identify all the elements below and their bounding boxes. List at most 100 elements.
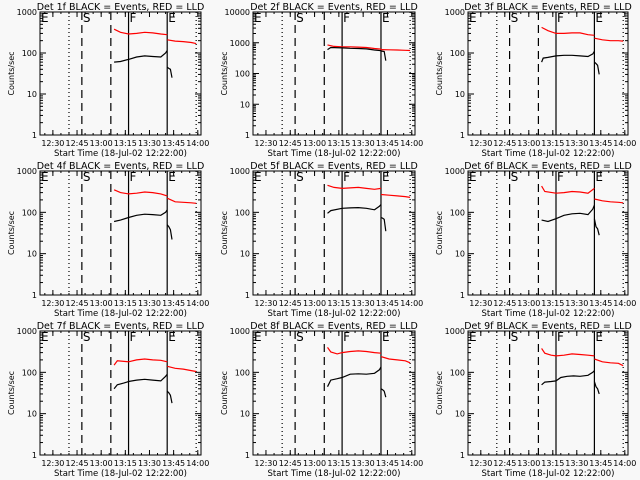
y-tick-label: 1 xyxy=(460,131,465,140)
y-tick-label: 100 xyxy=(450,208,465,217)
x-axis-label: Start Time (18-Jul-02 12:22:00) xyxy=(268,309,401,319)
x-tick-label: 14:00 xyxy=(613,459,636,468)
series-events xyxy=(593,381,600,395)
x-tick-label: 12:30 xyxy=(254,459,277,468)
x-tick-label: 13:30 xyxy=(352,299,375,308)
y-tick-label: 10 xyxy=(455,90,465,99)
y-tick-label: 1 xyxy=(460,291,465,300)
x-tick-label: 13:30 xyxy=(138,299,161,308)
y-tick-label: 1 xyxy=(245,131,250,140)
y-tick-label: 1000 xyxy=(230,327,250,336)
series-lld xyxy=(327,184,382,190)
marker-letter: E xyxy=(382,170,390,184)
x-axis-label: Start Time (18-Jul-02 12:22:00) xyxy=(482,149,615,159)
y-tick-label: 10 xyxy=(27,250,37,259)
y-tick-label: 100 xyxy=(235,70,250,79)
marker-letter: S xyxy=(83,170,91,184)
x-tick-label: 12:45 xyxy=(279,139,302,148)
series-lld xyxy=(594,198,624,204)
x-axis-label: Start Time (18-Jul-02 12:22:00) xyxy=(482,469,615,479)
x-tick-label: 13:15 xyxy=(541,299,564,308)
series-events xyxy=(113,209,168,223)
marker-letter: S xyxy=(511,170,519,184)
y-tick-label: 10 xyxy=(27,410,37,419)
x-tick-label: 14:00 xyxy=(186,139,209,148)
x-tick-label: 12:45 xyxy=(493,139,516,148)
x-tick-label: 13:45 xyxy=(162,459,185,468)
y-tick-label: 1 xyxy=(32,291,37,300)
marker-letter: S xyxy=(511,330,519,344)
x-tick-label: 14:00 xyxy=(400,139,423,148)
marker-letter: E xyxy=(254,170,262,184)
marker-letter: E xyxy=(382,11,390,25)
x-tick-label: 13:15 xyxy=(541,459,564,468)
marker-letter: E xyxy=(469,11,477,25)
marker-letter: E xyxy=(254,11,262,25)
y-axis-label: Counts/sec xyxy=(7,51,16,95)
series-events xyxy=(380,50,387,61)
marker-letter: E xyxy=(595,170,603,184)
x-axis-label: Start Time (18-Jul-02 12:22:00) xyxy=(482,309,615,319)
panel-det-8: Det 8f BLACK = Events, RED = LLD 1 10 100 10… xyxy=(220,321,423,479)
x-tick-label: 13:00 xyxy=(90,299,113,308)
marker-letter: E xyxy=(382,330,390,344)
panel-det-5: Det 5f BLACK = Events, RED = LLD 1 10 100 10… xyxy=(220,161,423,319)
y-tick-label: 1000 xyxy=(230,167,250,176)
y-tick-label: 10 xyxy=(240,100,250,109)
x-tick-label: 14:00 xyxy=(186,299,209,308)
plot-frame xyxy=(467,330,629,456)
marker-letter: S xyxy=(296,170,304,184)
series-events xyxy=(327,204,382,214)
x-tick-label: 12:30 xyxy=(41,299,64,308)
x-tick-label: 13:45 xyxy=(376,459,399,468)
marker-letter: E xyxy=(168,330,176,344)
series-events xyxy=(541,50,595,63)
x-tick-label: 14:00 xyxy=(400,459,423,468)
x-tick-label: 13:15 xyxy=(114,299,137,308)
x-tick-label: 13:30 xyxy=(138,459,161,468)
marker-letter: F xyxy=(557,11,564,25)
y-axis-label: Counts/sec xyxy=(220,51,229,95)
series-lld xyxy=(327,347,382,355)
x-tick-label: 14:00 xyxy=(613,299,636,308)
marker-letter: E xyxy=(168,11,176,25)
x-tick-label: 13:15 xyxy=(114,459,137,468)
x-tick-label: 13:00 xyxy=(517,459,540,468)
panel-det-1: Det 1f BLACK = Events, RED = LLD 1 10 100 10… xyxy=(7,2,209,159)
marker-letter: F xyxy=(343,11,350,25)
panel-det-7: Det 7f BLACK = Events, RED = LLD 1 10 100 10… xyxy=(7,321,209,479)
y-tick-label: 100 xyxy=(22,49,37,58)
y-tick-label: 1000 xyxy=(17,8,37,17)
marker-letter: S xyxy=(296,11,304,25)
panel-title: Det 1f BLACK = Events, RED = LLD xyxy=(37,2,205,13)
plot-frame xyxy=(39,11,202,136)
x-tick-label: 13:45 xyxy=(162,299,185,308)
x-tick-label: 14:00 xyxy=(186,459,209,468)
panel-det-9: Det 9f BLACK = Events, RED = LLD 1 10 100 10… xyxy=(435,321,636,479)
panel-det-6: Det 6f BLACK = Events, RED = LLD 1 10 100 10… xyxy=(435,161,636,319)
y-axis-label: Counts/sec xyxy=(435,371,444,415)
x-tick-label: 13:00 xyxy=(517,139,540,148)
plot-frame xyxy=(252,11,416,136)
series-lld xyxy=(380,356,411,364)
y-axis-label: Counts/sec xyxy=(7,371,16,415)
y-tick-label: 100 xyxy=(235,208,250,217)
x-tick-label: 12:45 xyxy=(65,299,88,308)
series-lld xyxy=(113,28,168,36)
series-events xyxy=(593,61,600,75)
x-tick-label: 13:30 xyxy=(565,139,588,148)
series-lld xyxy=(167,39,197,45)
series-events xyxy=(541,370,595,386)
x-tick-label: 13:30 xyxy=(352,139,375,148)
y-tick-label: 1 xyxy=(460,451,465,460)
marker-letter: E xyxy=(41,11,49,25)
x-axis-label: Start Time (18-Jul-02 12:22:00) xyxy=(54,149,187,159)
y-tick-label: 10 xyxy=(455,410,465,419)
marker-letter: F xyxy=(343,330,350,344)
series-events xyxy=(166,66,173,78)
plot-frame xyxy=(467,11,629,136)
panel-title: Det 5f BLACK = Events, RED = LLD xyxy=(250,161,418,172)
marker-letter: E xyxy=(595,11,603,25)
y-tick-label: 10 xyxy=(455,250,465,259)
x-tick-label: 13:45 xyxy=(376,299,399,308)
